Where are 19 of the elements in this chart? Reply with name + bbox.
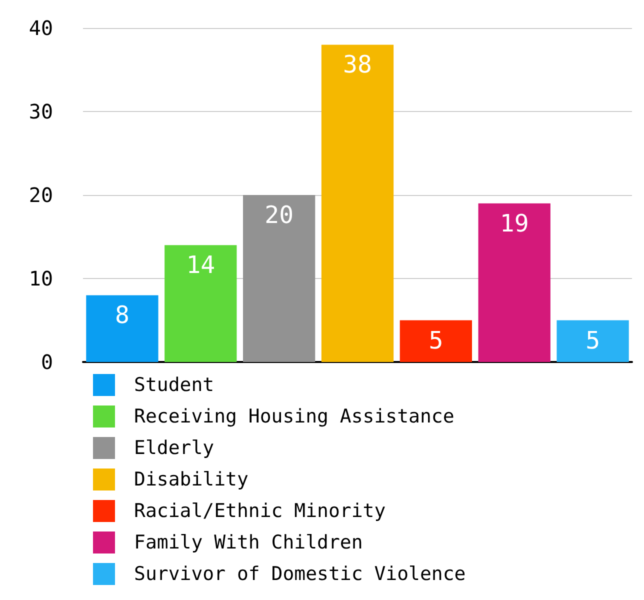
data-label: 5 [428,326,444,354]
legend-label: Student [134,374,214,396]
legend-label: Elderly [134,437,214,459]
y-tick-label: 0 [40,350,53,374]
data-label: 38 [343,50,372,79]
legend-label: Family With Children [134,532,363,554]
data-label: 19 [500,209,529,238]
legend-label: Racial/Ethnic Minority [134,500,386,522]
y-tick-label: 40 [28,16,53,40]
legend-label: Survivor of Domestic Violence [134,563,466,585]
data-label: 5 [586,326,600,354]
y-tick-label: 30 [28,100,53,124]
data-label: 8 [114,301,130,330]
legend-label: Receiving Housing Assistance [134,406,454,428]
y-tick-label: 10 [28,266,53,290]
data-label: 14 [186,251,216,280]
data-label: 20 [264,201,294,229]
legend-label: Disability [134,468,248,490]
y-tick-label: 20 [28,183,53,207]
